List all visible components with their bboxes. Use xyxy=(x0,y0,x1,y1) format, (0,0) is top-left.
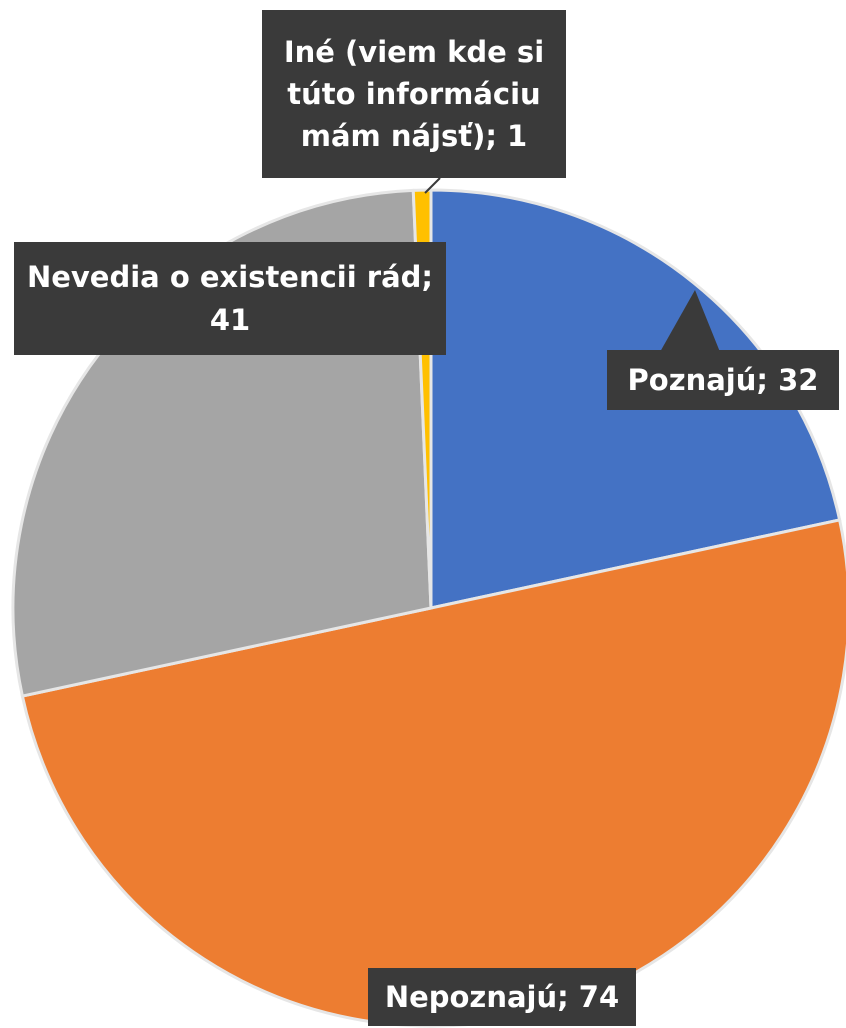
leader-line xyxy=(424,177,441,194)
callout-pointer xyxy=(660,290,720,352)
data-label: Poznajú; 32 xyxy=(607,350,839,410)
data-label: Iné (viem kde si túto informáciu mám náj… xyxy=(262,10,566,178)
data-label: Nepoznajú; 74 xyxy=(368,968,636,1026)
data-label: Nevedia o existencii rád; 41 xyxy=(14,242,446,355)
